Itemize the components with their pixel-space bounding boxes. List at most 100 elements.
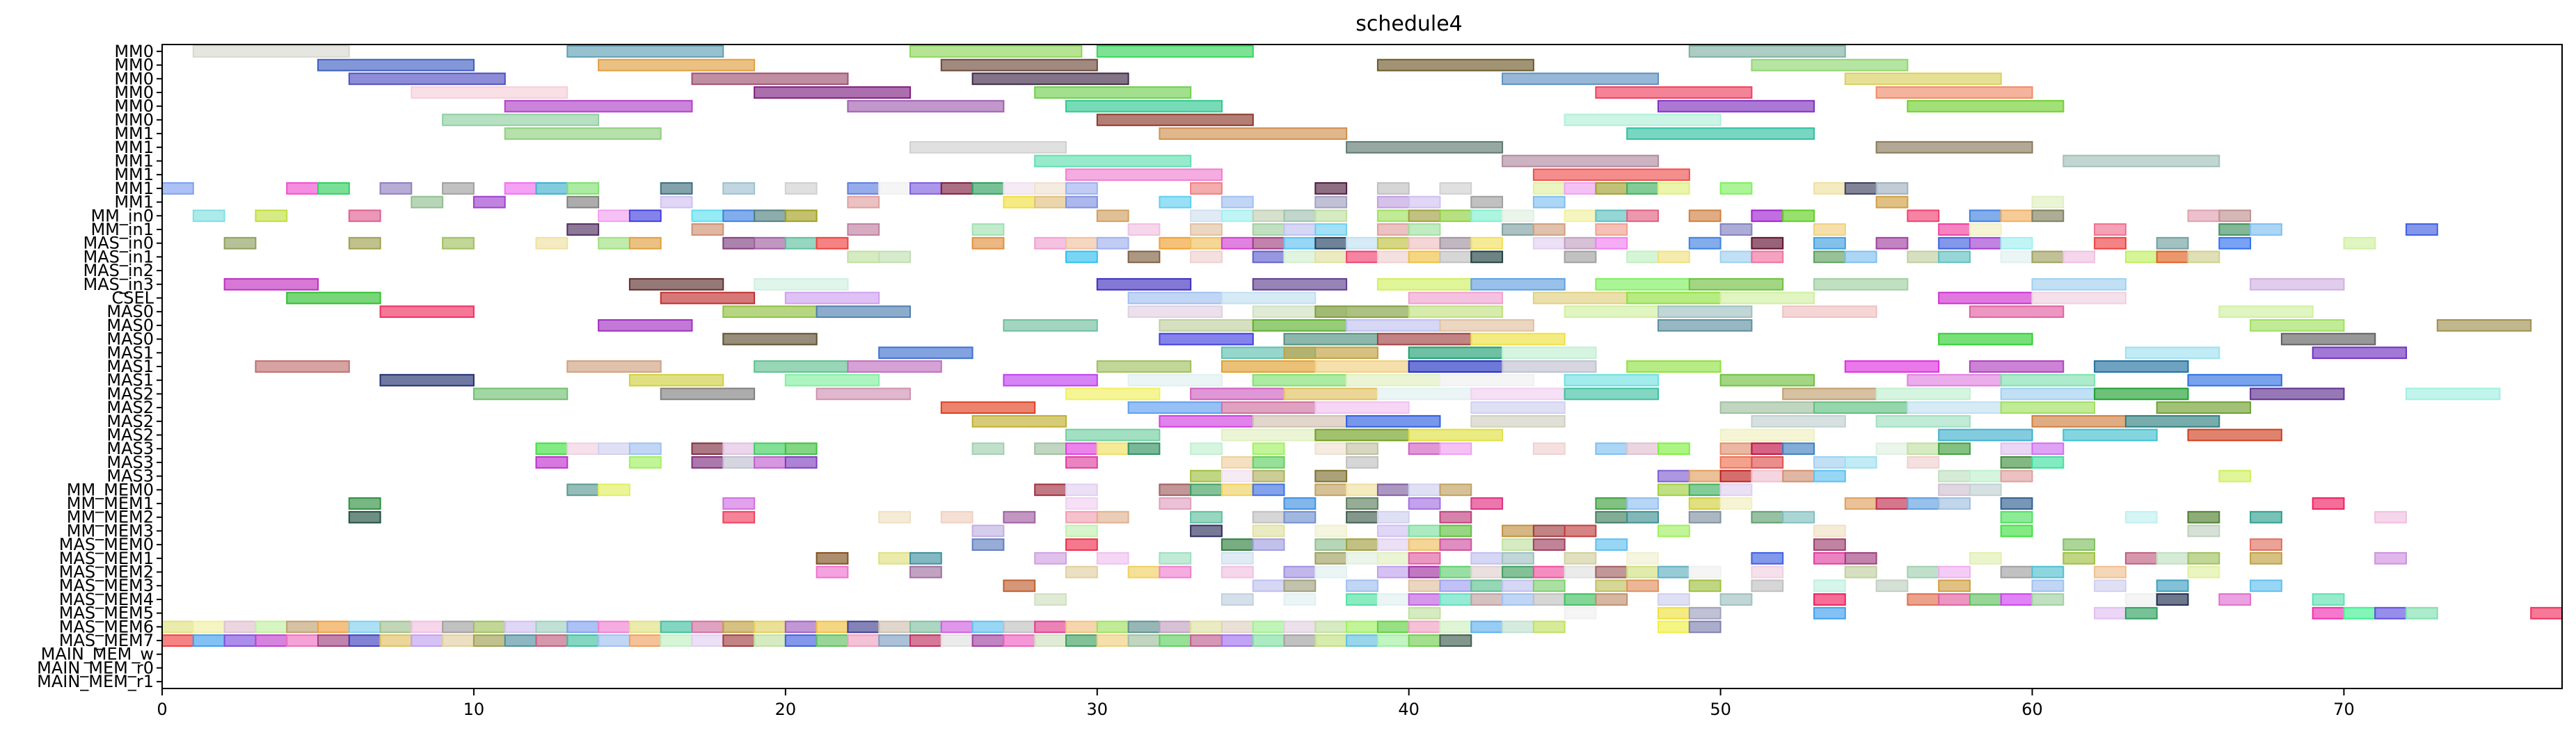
task-bar-472 [1065,538,1098,551]
task-bar-543 [1439,579,1472,593]
task-bar-115 [1969,209,2002,223]
task-bar-614 [784,620,818,634]
task-bar-396 [2218,469,2252,483]
task-bar-281 [628,373,724,387]
task-bar-256 [1376,332,1472,346]
task-bar-360 [1782,442,1815,456]
task-bar-385 [1252,469,1285,483]
task-bar-136 [1938,223,1971,236]
task-bar-470 [2187,524,2220,538]
task-bar-48 [722,182,756,195]
task-bar-633 [1376,620,1410,634]
task-bar-14 [1844,72,2002,86]
task-bar-661 [784,634,818,647]
task-bar-681 [1408,634,1441,647]
y-tick-label: MM1 [114,151,154,170]
task-bar-131 [1502,223,1534,236]
task-bar-179 [2218,236,2252,250]
task-bar-611 [691,620,724,634]
task-bar-150 [784,236,818,250]
task-bar-322 [1470,414,1566,428]
task-bar-557 [2250,579,2282,593]
task-bar-549 [1688,579,1722,593]
task-bar-154 [1065,236,1098,250]
task-bar-475 [1314,538,1348,551]
task-bar-488 [909,551,942,565]
task-bar-303 [1875,387,1971,401]
task-bar-546 [1532,579,1566,593]
task-bar-413 [1938,483,1971,497]
task-bar-506 [2124,551,2158,565]
task-bar-254 [1159,332,1254,346]
task-bar-445 [1439,510,1472,524]
task-bar-453 [2187,510,2220,524]
task-bar-457 [1065,524,1098,538]
task-bar-641 [161,634,194,647]
task-bar-55 [1003,182,1036,195]
task-bar-597 [255,620,288,634]
task-bar-640 [1688,620,1722,634]
y-tick-label: MM0 [114,83,154,102]
task-bar-482 [1595,538,1628,551]
task-bar-468 [1813,524,1846,538]
task-bar-631 [1314,620,1348,634]
task-bar-467 [1657,524,1690,538]
task-bar-54 [971,182,1005,195]
task-bar-38 [1532,168,1690,182]
task-bar-587 [2094,606,2126,620]
task-bar-638 [1532,620,1566,634]
task-bar-74 [660,195,693,209]
task-bar-368 [691,456,724,469]
task-bar-427 [1844,497,1877,510]
y-tick-label: MM0 [114,97,154,116]
task-bar-547 [1595,579,1628,593]
task-bar-503 [1844,551,1877,565]
task-bar-666 [940,634,973,647]
y-tick-label: MAS0 [106,316,154,335]
task-bar-291 [2000,373,2096,387]
task-bar-588 [2124,606,2158,620]
task-bar-274 [1408,360,1504,373]
task-bar-76 [1003,195,1036,209]
y-tick-label: MAS_MEM1 [59,549,154,568]
task-bar-486 [816,551,849,565]
task-bar-315 [1907,401,2002,414]
y-tick-label: MAS2 [106,426,154,445]
task-bar-645 [286,634,319,647]
task-bar-568 [1564,593,1597,606]
task-bar-57 [1065,182,1098,195]
task-bar-91 [598,209,630,223]
task-bar-352 [1408,442,1441,456]
task-bar-395 [2000,469,2033,483]
task-bar-135 [1813,223,1846,236]
y-tick-label: MAS_MEM5 [59,604,154,623]
task-bar-444 [1376,510,1410,524]
x-tick-label: 40 [1398,700,1420,719]
task-bar-300 [1470,387,1566,401]
task-bar-613 [754,620,786,634]
y-tick-label: MAS_MEM2 [59,563,154,582]
task-bar-3 [1096,45,1254,58]
x-tick-label: 20 [775,700,797,719]
task-bar-623 [1065,620,1098,634]
task-bar-621 [1003,620,1036,634]
task-bar-500 [1626,551,1659,565]
task-bar-458 [1190,524,1223,538]
task-bar-196 [1657,250,1690,264]
task-bar-437 [1003,510,1036,524]
task-bar-276 [1626,360,1722,373]
y-tick-label: CSEL [111,288,154,307]
task-bar-644 [255,634,288,647]
task-bar-509 [2250,551,2282,565]
y-tick-label: MAS_MEM3 [59,576,154,595]
task-bar-188 [1314,250,1348,264]
task-bar-287 [1439,373,1534,387]
y-tick-label: MAS2 [106,384,154,403]
task-bar-252 [2436,319,2532,332]
task-bar-525 [1564,565,1597,579]
task-bar-584 [1657,606,1690,620]
task-bar-410 [1657,483,1690,497]
task-bar-180 [2343,236,2376,250]
task-bar-42 [379,182,413,195]
task-bar-522 [1470,565,1504,579]
